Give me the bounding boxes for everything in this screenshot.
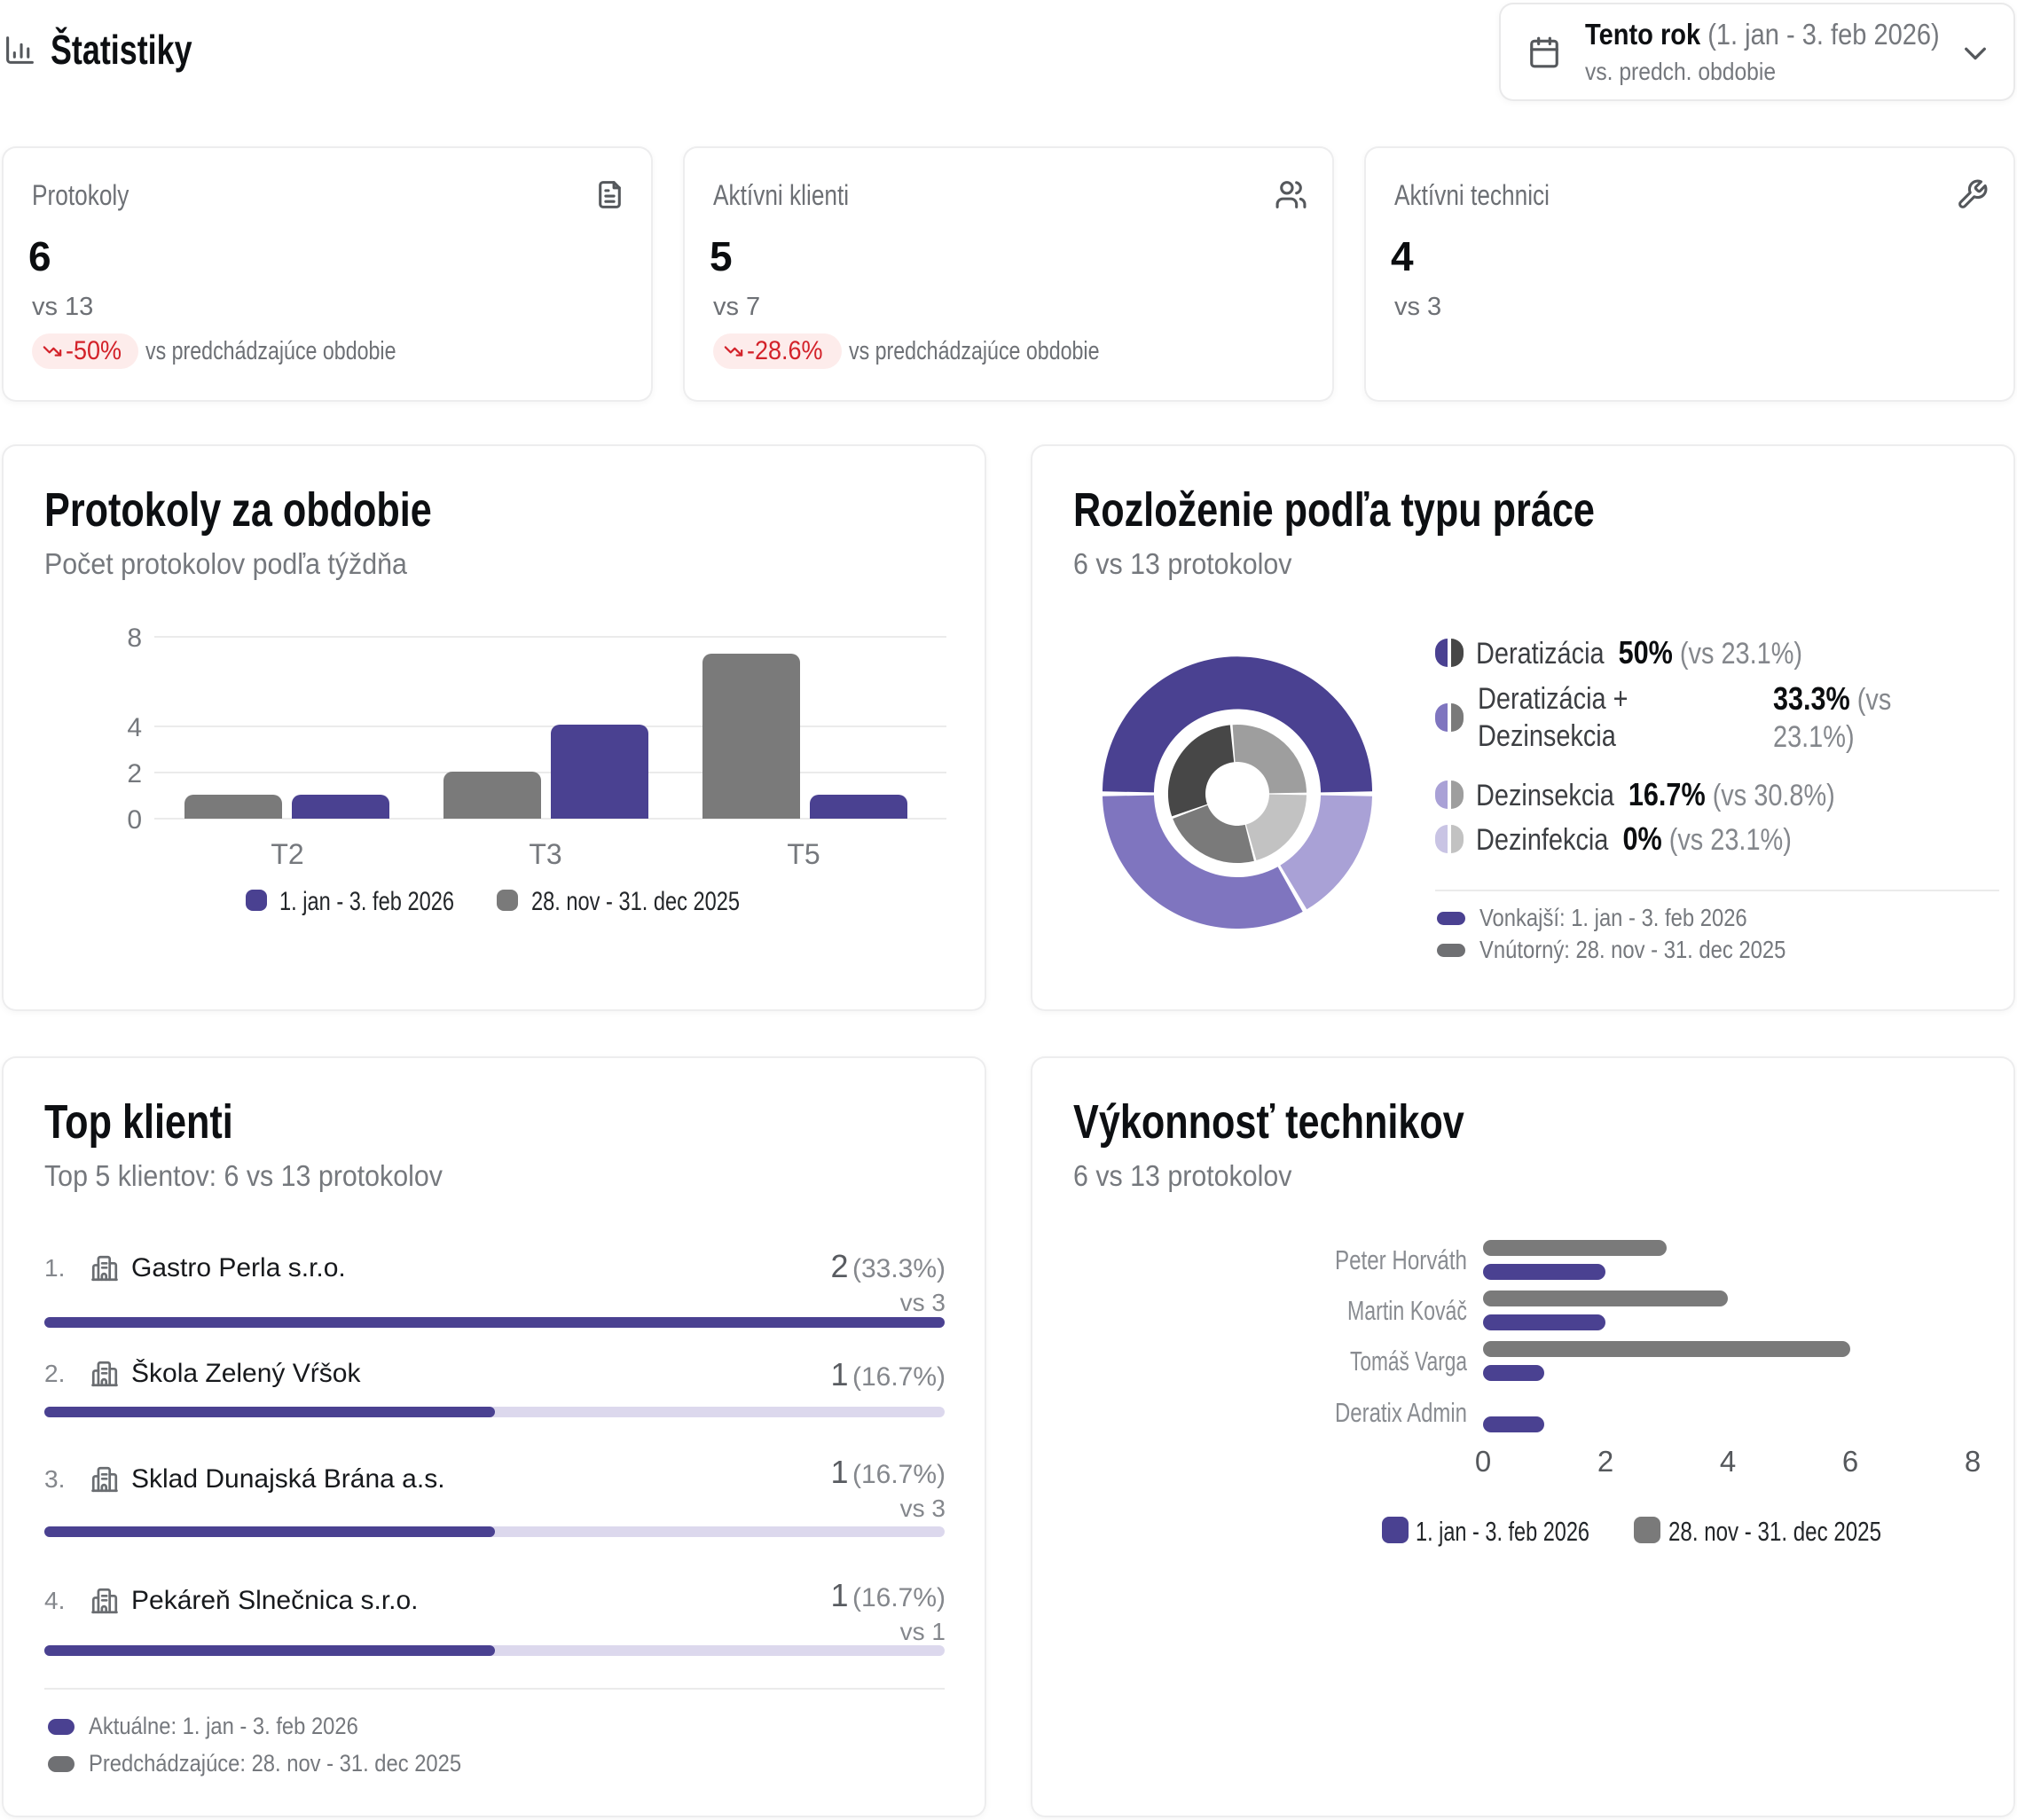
svg-text:4: 4: [1720, 1445, 1736, 1478]
svg-text:8: 8: [1965, 1445, 1981, 1478]
svg-text:1. jan - 3. feb 2026: 1. jan - 3. feb 2026: [279, 887, 454, 916]
svg-text:Tomáš Varga: Tomáš Varga: [1350, 1345, 1468, 1377]
svg-text:28. nov - 31. dec 2025: 28. nov - 31. dec 2025: [1668, 1516, 1881, 1547]
svg-text:8: 8: [127, 624, 142, 653]
svg-text:Martin Kováč: Martin Kováč: [1347, 1295, 1467, 1326]
svg-text:28. nov - 31. dec 2025: 28. nov - 31. dec 2025: [531, 887, 740, 916]
svg-text:T3: T3: [529, 838, 561, 870]
svg-text:0: 0: [1475, 1445, 1491, 1478]
svg-text:T5: T5: [787, 838, 820, 870]
svg-text:2: 2: [127, 759, 142, 788]
svg-text:6: 6: [1842, 1445, 1858, 1478]
svg-text:2: 2: [1597, 1445, 1613, 1478]
svg-text:0: 0: [127, 805, 142, 835]
svg-text:1. jan - 3. feb 2026: 1. jan - 3. feb 2026: [1416, 1516, 1589, 1547]
svg-text:Peter Horváth: Peter Horváth: [1335, 1244, 1467, 1275]
svg-text:4: 4: [127, 713, 142, 742]
svg-text:Deratix Admin: Deratix Admin: [1335, 1397, 1467, 1428]
svg-text:T2: T2: [271, 838, 303, 870]
